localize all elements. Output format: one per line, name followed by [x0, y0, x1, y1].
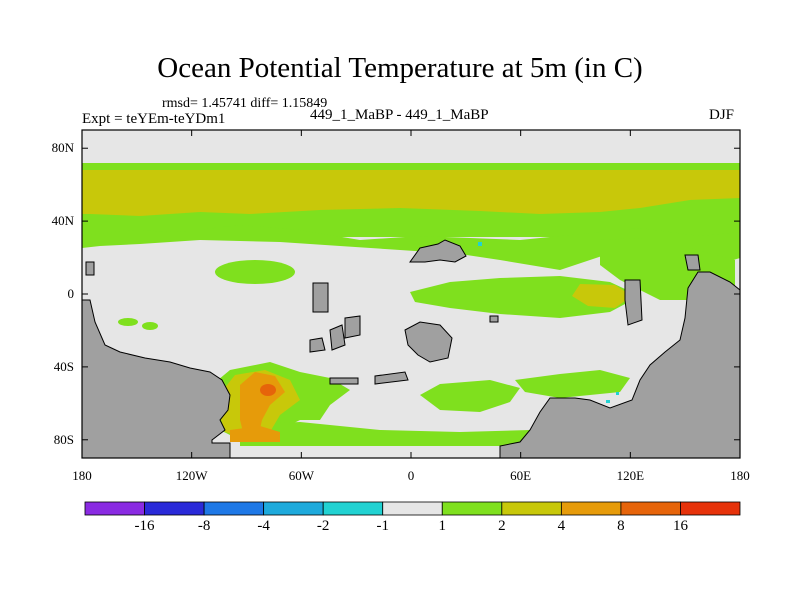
- colorbar-swatch: [441, 501, 503, 516]
- y-tick-label: 80S: [53, 431, 74, 447]
- colorbar-label: -1: [376, 518, 389, 534]
- stats-text: rmsd= 1.45741 diff= 1.15849: [162, 96, 328, 111]
- land-island-2: [309, 337, 326, 353]
- southern-green-east: [420, 380, 520, 412]
- colorbar-swatch: [144, 501, 205, 516]
- x-tick-label: 60E: [510, 468, 532, 483]
- colorbar-label: 1: [438, 518, 447, 534]
- y-tick-label: 0: [67, 286, 75, 301]
- colorbar-label: 8: [617, 518, 625, 534]
- colorbar-label: -8: [197, 518, 211, 534]
- central-pacific-green: [215, 260, 295, 284]
- y-tick-label: 40S: [53, 358, 74, 374]
- plot-title: Ocean Potential Temperature at 5m (in C): [157, 52, 643, 84]
- land-island-10: [329, 377, 359, 385]
- land-island-12: [489, 315, 499, 323]
- north-yellow-band: [82, 170, 740, 216]
- runs-label: 449_1_MaBP - 449_1_MaBP: [310, 107, 489, 123]
- season-label: DJF: [709, 107, 735, 123]
- colorbar-label: 16: [672, 518, 688, 534]
- x-tick-label: 120W: [175, 468, 208, 483]
- colorbar-label: 4: [557, 518, 566, 534]
- land-island-3: [329, 324, 346, 351]
- colorbar-swatch: [680, 501, 741, 516]
- land-island-5: [404, 321, 453, 363]
- tropical-band-yellow: [572, 284, 632, 308]
- land-west-continent: [82, 299, 231, 458]
- north-green-lobes: [82, 225, 740, 270]
- x-tick-label: 60W: [288, 468, 314, 483]
- land-island-11: [374, 371, 409, 385]
- experiment-label: Expt = teYEm-teYDm1: [82, 111, 226, 127]
- land-island-7: [624, 279, 643, 326]
- colorbar-label: 2: [498, 518, 506, 534]
- colorbar-label: -16: [134, 518, 155, 534]
- southern-orange-bottom: [230, 426, 280, 442]
- land-island-9: [85, 261, 95, 276]
- y-axis: [82, 147, 740, 441]
- colorbar: [84, 501, 741, 516]
- pacific-green-patch-1: [118, 318, 138, 326]
- cyan-spot-3: [616, 392, 619, 395]
- land-island-4: [344, 315, 361, 339]
- colorbar-swatch: [620, 501, 681, 516]
- cyan-spot-2: [606, 400, 610, 403]
- colorbar-swatch: [203, 501, 265, 516]
- southern-darkorange-patch: [260, 384, 276, 396]
- colorbar-swatch: [382, 501, 443, 516]
- x-tick-label: 180: [730, 468, 750, 483]
- y-tick-label: 80N: [51, 140, 74, 156]
- land-island-1: [312, 282, 329, 313]
- pacific-green-patch-2: [142, 322, 158, 330]
- colorbar-label: -2: [316, 518, 330, 534]
- colorbar-swatch: [263, 501, 324, 516]
- x-axis: [81, 130, 741, 458]
- land-island-8: [684, 254, 701, 271]
- colorbar-label: -4: [257, 518, 270, 534]
- southern-green-east-2: [515, 370, 630, 398]
- y-tick-label: 40N: [51, 213, 74, 229]
- x-tick-label: 180: [72, 468, 92, 483]
- colorbar-swatch: [322, 501, 384, 516]
- cyan-spot-1: [478, 242, 482, 246]
- colorbar-swatch: [501, 501, 562, 516]
- x-tick-label: 0: [407, 468, 415, 483]
- southern-green-bottom: [240, 422, 530, 446]
- land-east-continent: [499, 271, 740, 458]
- land-island-6: [409, 239, 467, 263]
- x-tick-label: 120E: [616, 468, 645, 483]
- colorbar-swatch: [84, 501, 145, 516]
- colorbar-swatch: [560, 501, 622, 516]
